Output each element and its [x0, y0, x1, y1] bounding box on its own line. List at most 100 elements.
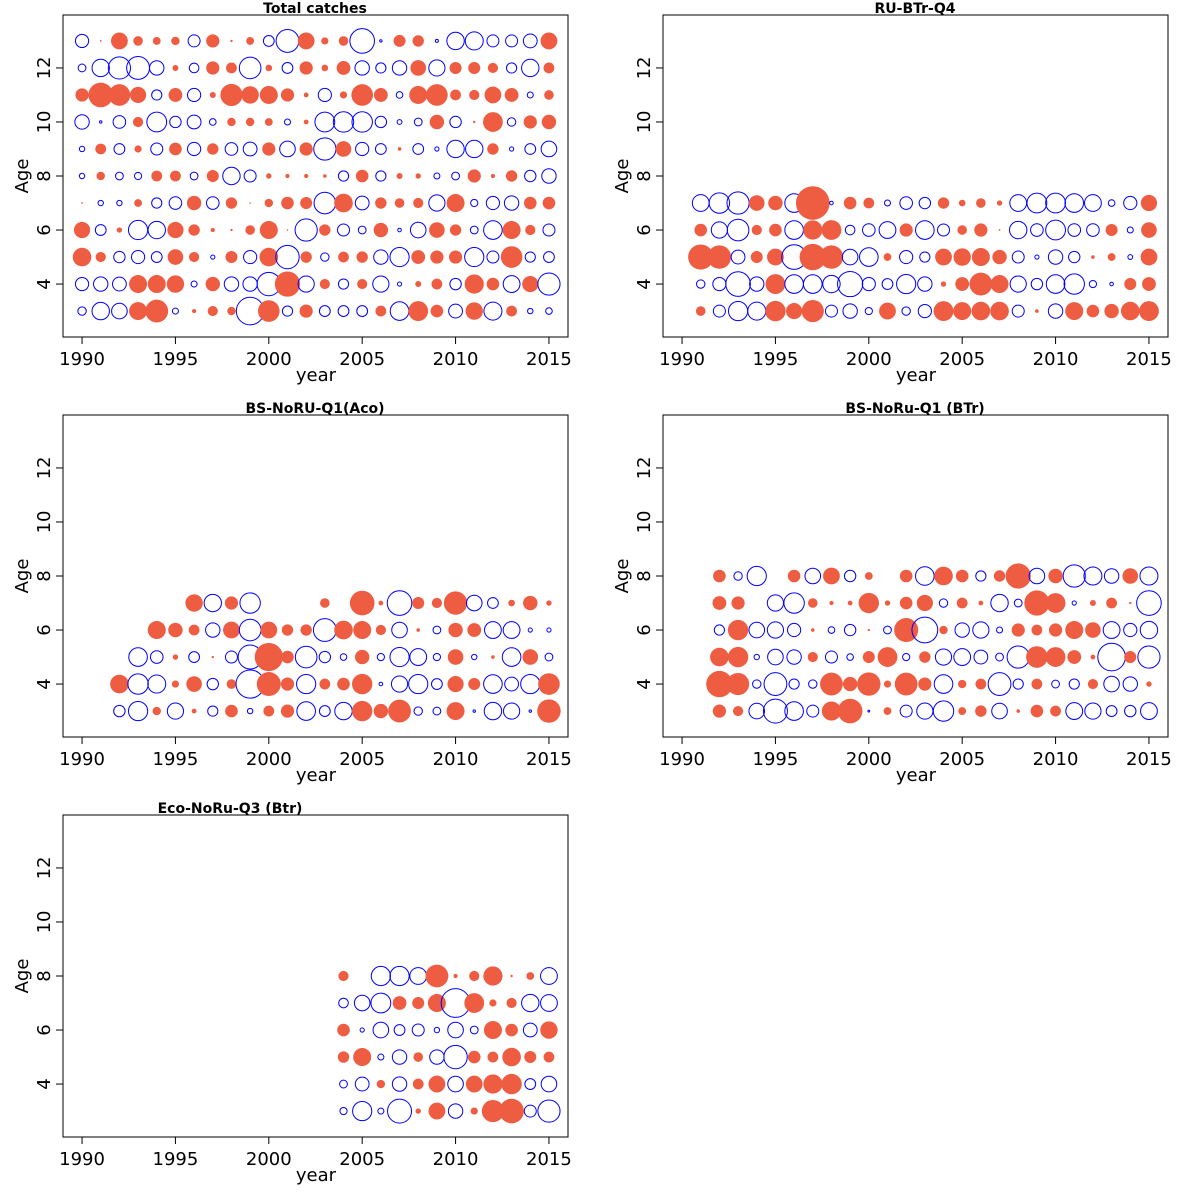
negative-residual-bubble [187, 34, 201, 48]
y-tick-label: 8 [34, 170, 55, 181]
positive-residual-bubble [957, 225, 967, 235]
negative-residual-bubble [1139, 620, 1159, 640]
negative-residual-bubble [748, 702, 766, 720]
positive-residual-bubble [230, 39, 233, 43]
negative-residual-bubble [339, 1079, 348, 1089]
negative-residual-bubble [396, 281, 403, 287]
negative-residual-bubble [391, 621, 408, 639]
positive-residual-bubble [110, 674, 129, 694]
positive-residual-bubble [935, 248, 952, 266]
negative-residual-bubble [188, 62, 200, 74]
positive-residual-bubble [1146, 681, 1152, 687]
panel-title: Eco-NoRu-Q3 (Btr) [158, 801, 303, 817]
x-tick-label: 1995 [153, 1149, 199, 1170]
negative-residual-bubble [149, 650, 164, 664]
positive-residual-bubble [262, 142, 276, 156]
negative-residual-bubble [954, 622, 970, 638]
negative-residual-bubble [147, 220, 166, 240]
positive-residual-bubble [483, 1021, 502, 1040]
positive-residual-bubble [801, 299, 824, 323]
negative-residual-bubble [409, 967, 428, 985]
x-tick-label: 2015 [526, 1149, 572, 1170]
negative-residual-bubble [712, 276, 727, 292]
negative-residual-bubble [524, 169, 537, 183]
positive-residual-bubble [334, 193, 353, 213]
plot-frame [662, 14, 1169, 338]
negative-residual-bubble [432, 652, 441, 662]
negative-residual-bubble [1084, 194, 1102, 212]
positive-residual-bubble [280, 677, 295, 691]
negative-residual-bubble [412, 143, 425, 155]
negative-residual-bubble [189, 171, 199, 181]
y-tick-label: 12 [34, 56, 55, 79]
positive-residual-bubble [473, 120, 476, 124]
positive-residual-bubble [337, 1023, 350, 1037]
positive-residual-bubble [505, 1023, 518, 1037]
x-tick-label: 1995 [753, 749, 799, 770]
positive-residual-bubble [501, 1073, 522, 1095]
positive-residual-bubble [321, 64, 329, 72]
negative-residual-bubble [391, 1076, 408, 1092]
y-tick-label: 10 [34, 511, 55, 534]
positive-residual-bubble [974, 223, 988, 237]
positive-residual-bubble [1122, 568, 1139, 584]
positive-residual-bubble [147, 621, 166, 640]
negative-residual-bubble [91, 58, 110, 78]
negative-residual-bubble [725, 271, 751, 297]
positive-residual-bubble [731, 596, 745, 610]
negative-residual-bubble [413, 706, 423, 716]
negative-residual-bubble [1107, 199, 1116, 207]
positive-residual-bubble [899, 596, 913, 610]
negative-residual-bubble [824, 650, 838, 664]
negative-residual-bubble [166, 702, 185, 720]
positive-residual-bubble [448, 250, 463, 264]
positive-residual-bubble [467, 623, 482, 637]
y-axis-label: Age [612, 159, 633, 194]
positive-residual-bubble [134, 199, 142, 207]
negative-residual-bubble [541, 168, 557, 184]
positive-residual-bubble [426, 84, 448, 106]
y-tick-label: 8 [634, 570, 655, 581]
x-axis-label: year [296, 1165, 337, 1186]
negative-residual-bubble [844, 224, 856, 236]
negative-residual-bubble [337, 305, 350, 317]
negative-residual-bubble [749, 276, 765, 292]
positive-residual-bubble [1065, 302, 1084, 321]
positive-residual-bubble [172, 64, 179, 71]
positive-residual-bubble [540, 1021, 558, 1039]
positive-residual-bubble [299, 304, 313, 318]
negative-residual-bubble [784, 701, 804, 721]
negative-residual-bubble [733, 571, 743, 581]
positive-residual-bubble [206, 170, 219, 182]
y-tick-label: 6 [634, 224, 655, 235]
negative-residual-bubble [357, 225, 367, 235]
negative-residual-bubble [540, 1075, 558, 1093]
positive-residual-bubble [151, 170, 163, 182]
x-tick-label: 2010 [1033, 349, 1079, 370]
negative-residual-bubble [766, 621, 785, 639]
positive-residual-bubble [304, 173, 309, 179]
positive-residual-bubble [940, 281, 947, 287]
positive-residual-bubble [108, 84, 131, 106]
negative-residual-bubble [296, 701, 316, 721]
positive-residual-bubble [499, 1098, 524, 1124]
negative-residual-bubble [1126, 226, 1134, 234]
negative-residual-bubble [1086, 223, 1100, 237]
negative-residual-bubble [352, 1100, 373, 1122]
negative-residual-bubble [77, 63, 87, 73]
negative-residual-bubble [899, 249, 914, 265]
negative-residual-bubble [1088, 279, 1098, 289]
positive-residual-bubble [427, 994, 446, 1013]
negative-residual-bubble [281, 305, 294, 317]
negative-residual-bubble [355, 141, 370, 157]
y-axis-label: Age [612, 559, 633, 594]
positive-residual-bubble [883, 680, 892, 688]
positive-residual-bubble [225, 251, 238, 264]
panel-title: BS-NoRU-Q1(Aco) [245, 401, 384, 417]
positive-residual-bubble [1035, 309, 1039, 313]
negative-residual-bubble [150, 251, 163, 263]
positive-residual-bubble [843, 196, 857, 210]
positive-residual-bubble [351, 84, 373, 106]
negative-residual-bubble [111, 302, 128, 320]
negative-residual-bubble [78, 145, 86, 153]
